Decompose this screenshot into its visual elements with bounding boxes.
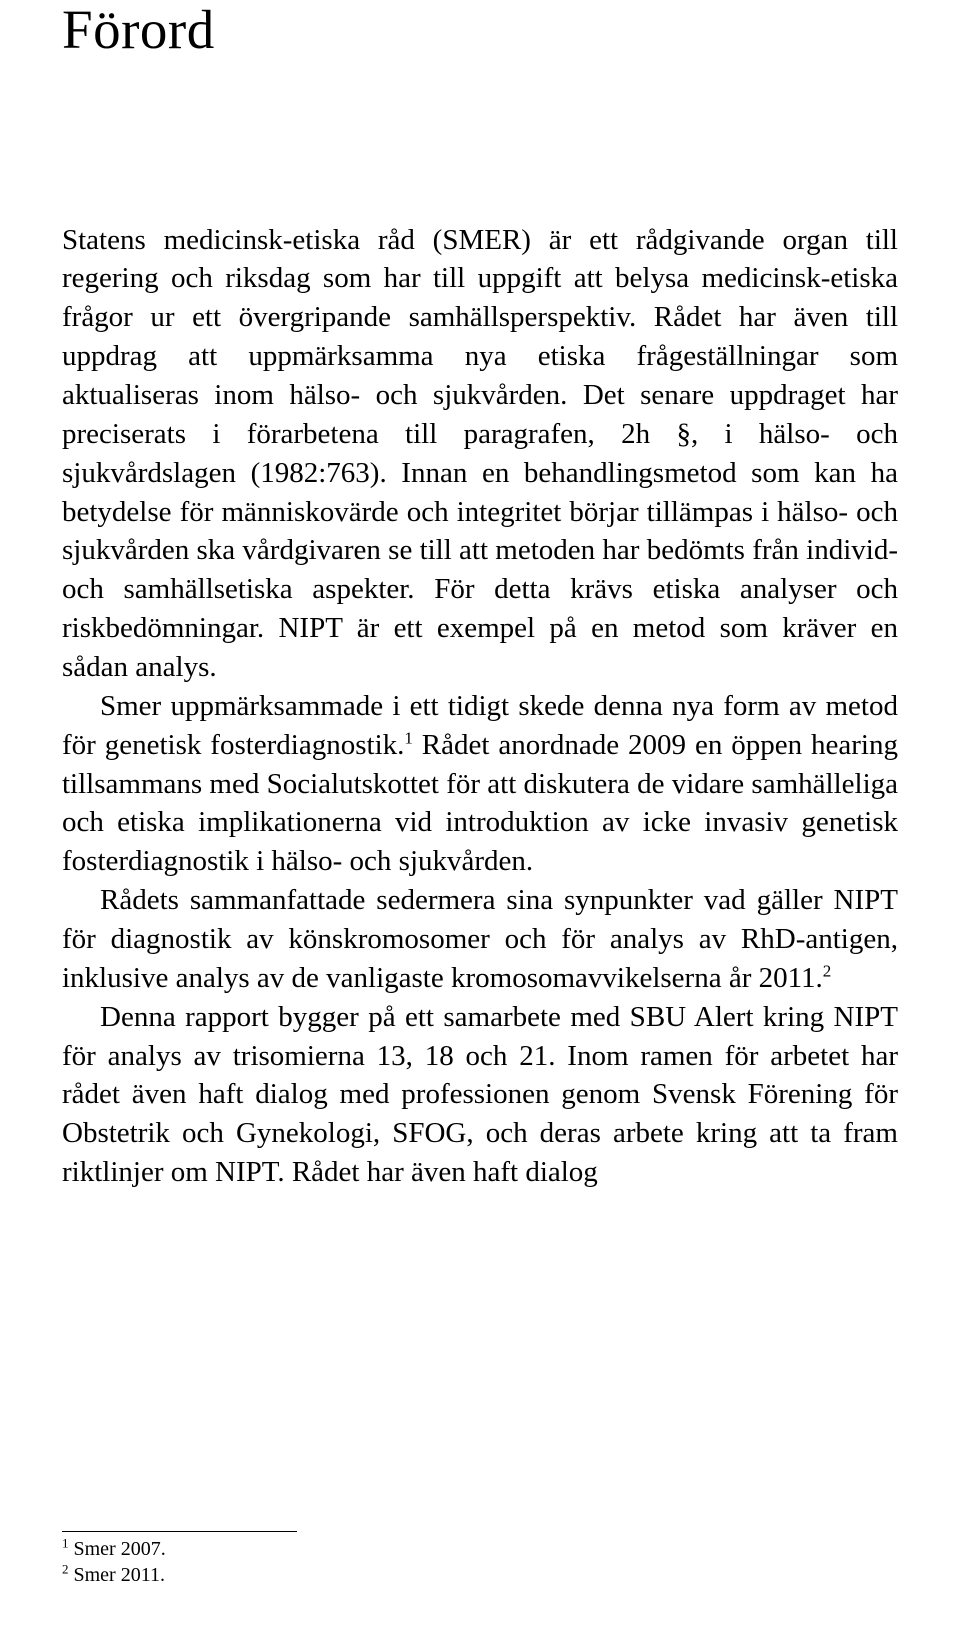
footnote-ref-1: 1: [404, 728, 413, 747]
document-page: Förord Statens medicinsk-etiska råd (SME…: [0, 0, 960, 1626]
paragraph-3: Rådets sammanfattade sedermera sina synp…: [62, 881, 898, 998]
footnote-rule: [62, 1531, 297, 1532]
paragraph-4: Denna rapport bygger på ett samarbete me…: [62, 998, 898, 1192]
paragraph-2: Smer uppmärksammade i ett tidigt skede d…: [62, 687, 898, 881]
footnote-2-text: Smer 2011.: [69, 1564, 165, 1586]
footnotes-block: 1 Smer 2007. 2 Smer 2011.: [62, 1531, 898, 1588]
footnote-ref-2: 2: [823, 961, 832, 980]
paragraph-3a: Rådets sammanfattade sedermera sina synp…: [62, 884, 898, 994]
footnote-1: 1 Smer 2007.: [62, 1536, 898, 1562]
paragraph-1: Statens medicinsk-etiska råd (SMER) är e…: [62, 221, 898, 687]
footnote-2: 2 Smer 2011.: [62, 1562, 898, 1588]
body-text: Statens medicinsk-etiska råd (SMER) är e…: [62, 221, 898, 1192]
page-title: Förord: [62, 0, 898, 61]
footnote-1-text: Smer 2007.: [69, 1538, 166, 1560]
